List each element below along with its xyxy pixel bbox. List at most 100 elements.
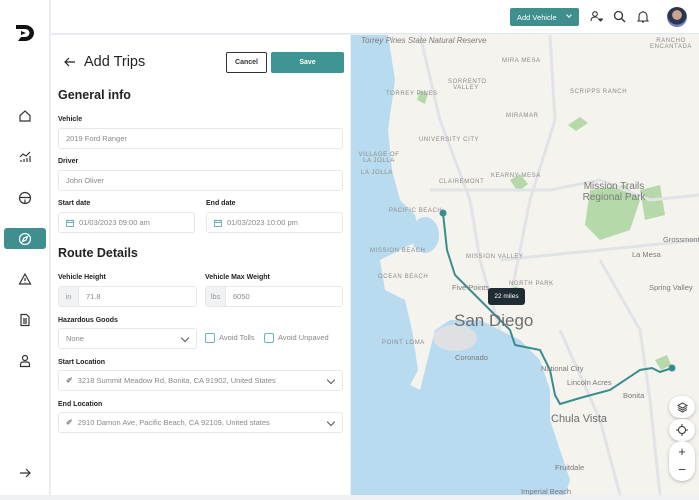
crosshair-icon [676,424,688,436]
map-label: Mira Mesa [502,58,541,64]
start-date-value: 01/03/2023 09:00 am [79,218,150,227]
search-icon[interactable] [613,10,626,23]
start-date-field[interactable]: 01/03/2023 09:00 am [58,212,195,233]
logo[interactable] [15,24,35,47]
zoom-in-button[interactable]: + [678,444,686,459]
map-label: Bonita [623,391,645,400]
end-location-value: 2910 Damon Ave, Pacific Beach, CA 92109,… [77,418,270,427]
page-title: Add Trips [84,54,146,70]
zoom-control: + − [669,441,695,481]
map-label: Mission Valley [466,254,524,260]
map-label: Chula Vista [551,413,608,425]
map-label: La Jolla [361,170,393,176]
map-label: Torrey Pines State Natural Reserve [361,36,487,45]
driver-label: Driver [58,158,79,165]
avoid-unpaved-label: Avoid Unpaved [278,333,329,342]
cancel-button[interactable]: Cancel [226,52,267,73]
sidebar [0,0,50,495]
add-vehicle-label: Add Vehicle [517,12,557,22]
sidebar-item-users[interactable] [13,351,37,371]
start-date-label: Start date [58,200,91,207]
bell-icon[interactable] [637,10,649,23]
sidebar-item-alerts[interactable] [13,269,37,289]
compass-icon [18,232,32,245]
map-label: Grossmont [663,235,699,244]
map-label: Sorrento Valley [448,79,487,91]
avoid-tolls-label: Avoid Tolls [219,333,255,342]
avatar[interactable] [667,7,687,27]
mission-bay [411,217,439,253]
weight-value: 6050 [233,292,250,301]
parks [417,90,671,370]
map-label: National City [541,364,584,373]
pin-icon: ✐ [66,418,73,427]
general-info-heading: General info [58,88,131,102]
sidebar-item-trips[interactable] [4,228,46,249]
analytics-icon [19,151,31,162]
layers-button[interactable] [669,396,695,418]
chevron-down-icon [566,12,572,18]
map-label: Point Loma [382,340,425,346]
locate-button[interactable] [669,419,695,441]
end-date-field[interactable]: 01/03/2023 10:00 pm [206,212,343,233]
sidebar-item-documents[interactable] [13,310,37,330]
arrow-right-icon [20,468,31,478]
driver-field[interactable]: John Oliver [58,170,343,191]
map-label: Pacific Beach [389,208,443,214]
calendar-icon [66,219,74,227]
chevron-down-icon [326,417,336,427]
map-label: North Park [509,281,554,287]
end-date-value: 01/03/2023 10:00 pm [227,218,298,227]
route-map[interactable]: Torrey Pines State Natural Reserve Mira … [351,35,699,495]
map-label: Clairemont [439,179,485,185]
hazardous-goods-select[interactable]: None [58,328,197,349]
user-icon [19,354,31,368]
map-label: Mission Beach [370,248,426,254]
map-label: Torrey Pines [386,91,438,97]
map-label: Spring Valley [649,283,693,292]
route-line [442,212,673,406]
sidebar-item-home[interactable] [13,106,37,126]
map-canvas [351,35,699,495]
zoom-out-button[interactable]: − [678,462,686,477]
sidebar-item-steering[interactable] [13,188,37,208]
map-label: Imperial Beach [521,487,572,495]
sidebar-item-analytics[interactable] [13,147,37,167]
vehicle-weight-label: Vehicle Max Weight [205,274,270,281]
back-arrow-icon[interactable] [64,57,76,67]
map-label: San Diego [454,311,534,330]
route-details-heading: Route Details [58,246,138,260]
vehicle-height-field[interactable]: in 71.8 [58,286,197,307]
map-label: Mission Trails Regional Park [582,181,646,203]
layers-icon [676,401,688,413]
chevron-down-icon [326,375,336,385]
add-vehicle-button[interactable]: Add Vehicle [510,8,579,26]
ocean [351,35,570,495]
user-switch-icon[interactable] [590,10,603,23]
hazardous-goods-label: Hazardous Goods [58,317,118,324]
start-location-value: 3218 Summit Meadow Rd, Bonita, CA 91902,… [77,376,276,385]
start-location-select[interactable]: ✐ 3218 Summit Meadow Rd, Bonita, CA 91902… [58,370,343,391]
map-label: Coronado [455,353,488,362]
end-location-select[interactable]: ✐ 2910 Damon Ave, Pacific Beach, CA 92109… [58,412,343,433]
highways [418,35,699,495]
avoid-tolls-checkbox[interactable] [205,333,215,343]
vehicle-weight-field[interactable]: lbs 6050 [205,286,343,307]
map-label: Lincoln Acres [567,378,612,387]
vehicle-label: Vehicle [58,116,83,123]
steering-wheel-icon [18,191,32,205]
add-trip-form: Add Trips Cancel Save General info Vehic… [51,35,350,495]
save-button[interactable]: Save [271,52,344,73]
map-label: Scripps Ranch [570,89,628,95]
route-start-marker [668,364,676,372]
vehicle-field[interactable]: 2019 Ford Ranger [58,128,343,149]
map-label: La Mesa [632,250,661,259]
chevron-down-icon [180,333,190,343]
height-unit: in [59,287,79,306]
avoid-unpaved-checkbox[interactable] [264,333,274,343]
map-label: Fruitdale [555,463,585,472]
vehicle-height-label: Vehicle Height [58,274,106,281]
north-island [433,325,477,351]
expand-sidebar-button[interactable] [13,463,37,483]
map-label: Ocean Beach [378,274,429,280]
